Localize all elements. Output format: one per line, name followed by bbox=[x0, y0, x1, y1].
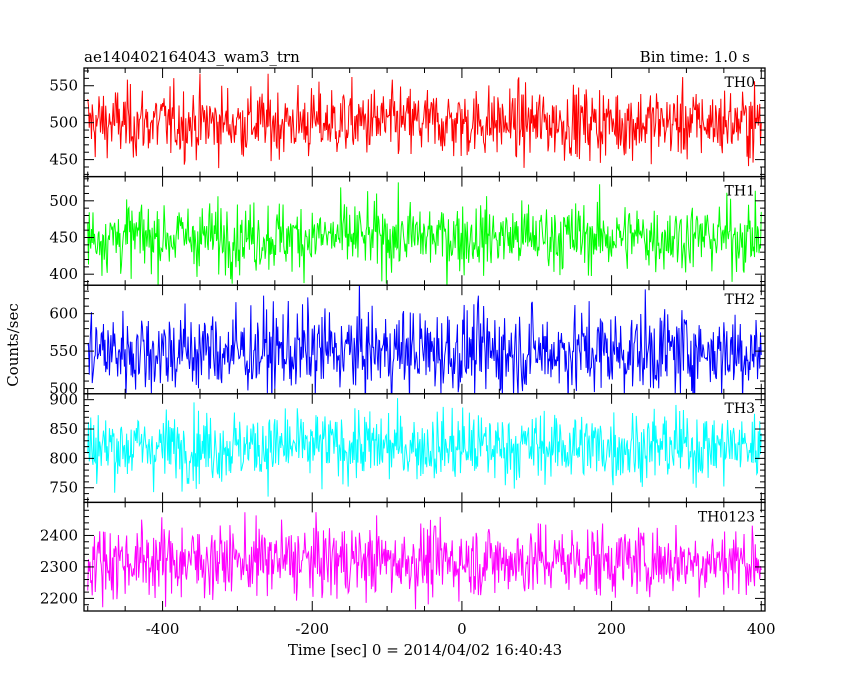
panel-label-th0123: TH0123 bbox=[698, 509, 755, 525]
y-tick-label: 500 bbox=[49, 114, 78, 132]
panel-label-th1: TH1 bbox=[725, 184, 755, 200]
x-axis-label: Time [sec] 0 = 2014/04/02 16:40:43 bbox=[288, 641, 562, 659]
y-tick-label: 600 bbox=[49, 305, 78, 323]
chart-title: ae140402164043_wam3_trn bbox=[84, 48, 300, 66]
y-tick-label: 2200 bbox=[40, 589, 78, 607]
x-tick-label: 200 bbox=[597, 620, 626, 638]
y-tick-label: 2400 bbox=[40, 526, 78, 544]
y-tick-label: 550 bbox=[49, 342, 78, 360]
series-line-th2 bbox=[87, 285, 762, 394]
series-line-th0 bbox=[87, 73, 762, 169]
series-line-th0123 bbox=[87, 512, 762, 610]
x-tick-label: -400 bbox=[146, 620, 180, 638]
panel-label-th0: TH0 bbox=[725, 75, 755, 91]
y-tick-label: 500 bbox=[49, 192, 78, 210]
x-tick-label: -200 bbox=[295, 620, 329, 638]
y-tick-label: 450 bbox=[49, 151, 78, 169]
y-tick-label: 850 bbox=[49, 420, 78, 438]
y-tick-label: 800 bbox=[49, 449, 78, 467]
y-axis-label: Counts/sec bbox=[4, 303, 22, 387]
series-line-th3 bbox=[87, 398, 762, 497]
y-tick-label: 2300 bbox=[40, 558, 78, 576]
y-tick-label: 750 bbox=[49, 479, 78, 497]
panels-group: 450 500 550 TH0 400 450 500 TH1 500 550 600 TH2 750 8… bbox=[40, 67, 776, 638]
panel-label-th3: TH3 bbox=[725, 401, 755, 417]
bin-time-label: Bin time: 1.0 s bbox=[640, 48, 750, 66]
y-tick-label: 500 bbox=[49, 380, 78, 398]
y-tick-label: 550 bbox=[49, 77, 78, 95]
x-tick-label: 400 bbox=[747, 620, 776, 638]
panel-label-th2: TH2 bbox=[725, 292, 755, 308]
series-line-th1 bbox=[87, 182, 762, 286]
y-tick-label: 900 bbox=[49, 391, 78, 409]
y-tick-label: 400 bbox=[49, 265, 78, 283]
x-tick-label: 0 bbox=[457, 620, 467, 638]
y-tick-label: 450 bbox=[49, 229, 78, 247]
